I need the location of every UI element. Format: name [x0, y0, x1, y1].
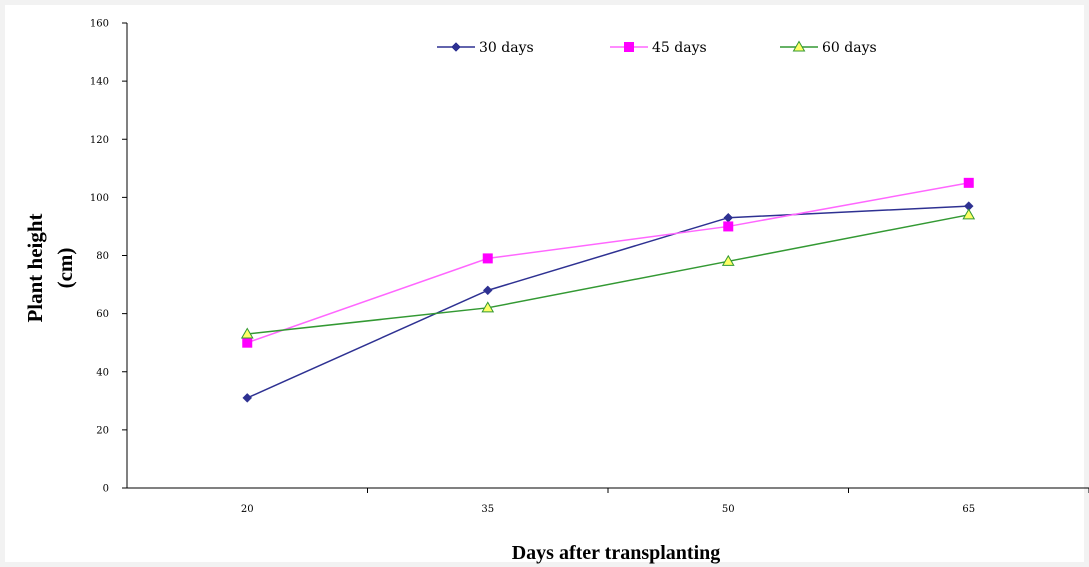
series-1 — [242, 177, 974, 348]
data-point — [242, 337, 253, 348]
series-line — [247, 182, 969, 344]
y-tick-label: 40 — [96, 367, 109, 378]
x-axis: 20 35 50 65 — [127, 487, 1089, 515]
y-tick-label: 120 — [90, 135, 109, 146]
data-point — [242, 393, 253, 403]
series-line — [246, 205, 969, 399]
x-tick-label: 65 — [962, 504, 975, 515]
y-tick-label: 160 — [90, 19, 109, 30]
series-0 — [242, 201, 974, 403]
y-tick-label: 100 — [90, 193, 109, 204]
y-tick-label: 140 — [90, 77, 109, 88]
y-tick-label: 20 — [96, 425, 109, 436]
y-axis-title-line-2: (cm) — [53, 248, 77, 289]
y-axis-title-line-1: Plant height — [23, 213, 47, 322]
data-point — [482, 285, 493, 296]
legend-marker — [792, 40, 806, 52]
series-layer — [240, 177, 976, 403]
y-axis-title: Plant height (cm) — [23, 213, 77, 322]
legend-label: 45 days — [652, 40, 707, 56]
legend-item: 45 days — [610, 40, 707, 56]
legend-label: 30 days — [479, 40, 534, 56]
legend-item: 60 days — [780, 40, 877, 56]
legend-marker — [624, 42, 634, 52]
x-tick-label: 50 — [722, 504, 735, 515]
y-tick-label: 0 — [103, 484, 109, 495]
legend: 30 days 45 days 60 days — [437, 40, 877, 56]
y-tick-label: 80 — [96, 251, 109, 262]
legend-item: 30 days — [437, 40, 534, 56]
data-point — [963, 177, 974, 188]
y-tick-label: 60 — [96, 309, 109, 320]
data-point — [240, 327, 254, 339]
legend-label: 60 days — [822, 40, 877, 56]
data-point — [481, 301, 495, 313]
y-axis: 0 20 40 60 80 100 120 140 160 — [90, 19, 128, 495]
x-tick-label: 35 — [481, 504, 494, 515]
data-point — [723, 221, 734, 232]
x-axis-title: Days after transplanting — [512, 542, 721, 564]
series-2 — [240, 208, 976, 339]
data-point — [721, 254, 735, 266]
data-point — [962, 208, 976, 220]
legend-marker — [451, 42, 461, 52]
data-point — [482, 253, 493, 264]
x-tick-label: 20 — [241, 504, 254, 515]
chart-panel — [5, 5, 1084, 562]
series-line — [247, 214, 969, 335]
